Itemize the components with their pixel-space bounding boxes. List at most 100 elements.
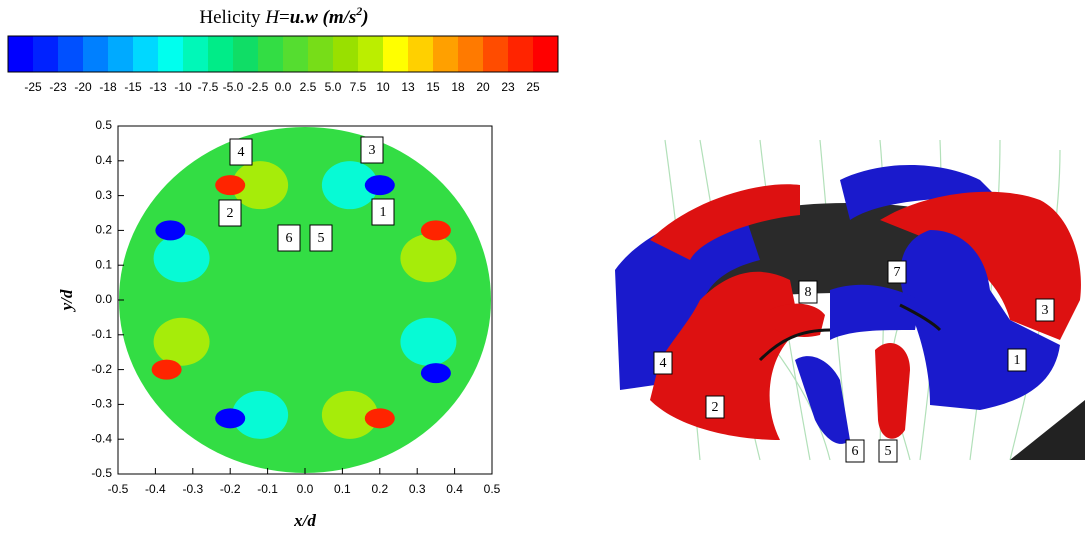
colorbar-segment — [158, 36, 183, 72]
rendering-label-box — [1035, 298, 1055, 322]
colorbar-tick-label: -5.0 — [223, 80, 244, 94]
colorbar-segment — [133, 36, 158, 72]
colorbar-segment — [8, 36, 33, 72]
vortex-5-red — [875, 342, 910, 439]
rendering-label: 1 — [1014, 353, 1021, 368]
colorbar-tick-label: 20 — [476, 80, 490, 94]
vortex-7-blue — [830, 284, 920, 340]
vortex — [364, 408, 395, 429]
y-tick-label: 0.1 — [95, 257, 112, 271]
x-tick-label: -0.1 — [257, 482, 278, 496]
colorbar-tick-label: 5.0 — [325, 80, 342, 94]
rendering-label: 3 — [1042, 303, 1049, 318]
colorbar-segment — [333, 36, 358, 72]
colorbar-tick-label: -2.5 — [248, 80, 269, 94]
annotation-box — [371, 198, 395, 226]
annotation-label: 2 — [227, 206, 234, 221]
colorbar-segment — [308, 36, 333, 72]
annotation-box — [277, 224, 301, 252]
field — [119, 127, 491, 473]
x-tick-label: 0.3 — [409, 482, 426, 496]
colorbar-tick-label: 0.0 — [275, 80, 292, 94]
colorbar-segment — [458, 36, 483, 72]
annotation-label: 3 — [369, 143, 376, 158]
x-tick-label: 0.2 — [371, 482, 388, 496]
colorbar-tick-label: -18 — [99, 80, 117, 94]
vortex-4-blue — [615, 200, 760, 390]
rendering-label: 8 — [805, 285, 812, 300]
y-tick-label: -0.5 — [91, 466, 112, 480]
vortex — [215, 175, 246, 196]
colorbar-title: Helicity H=u.w (m/s2) — [199, 4, 368, 29]
colorbar: -25 -23 -20 -18 -15 -13 -10 -7.5 -5.0 -2.5 0.0 2.5 5… — [7, 35, 559, 94]
y-tick-label: -0.1 — [91, 327, 112, 341]
rendering-label-box — [887, 260, 907, 284]
colorbar-segment — [283, 36, 308, 72]
colorbar-segment — [258, 36, 283, 72]
colorbar-tick-label: -20 — [74, 80, 92, 94]
y-tick-label: -0.2 — [91, 362, 112, 376]
vortex — [420, 363, 451, 384]
colorbar-tick-label: -23 — [49, 80, 67, 94]
y-tick-label: 0.0 — [95, 292, 112, 306]
annotation-label: 1 — [380, 205, 387, 220]
y-tick-label: -0.3 — [91, 397, 112, 411]
annotation-label: 5 — [318, 231, 325, 246]
vortex — [232, 161, 289, 210]
vortex — [153, 234, 210, 283]
colorbar-segment — [533, 36, 558, 72]
colorbar-tick-label: -10 — [174, 80, 192, 94]
colorbar-tick-label: 7.5 — [350, 80, 367, 94]
rendering-label-box — [845, 439, 865, 463]
x-tick-label: -0.2 — [220, 482, 241, 496]
colorbar-tick-label: -7.5 — [198, 80, 219, 94]
vortex — [364, 175, 395, 196]
colorbar-segment — [208, 36, 233, 72]
colorbar-tick-label: -25 — [24, 80, 42, 94]
colorbar-segment — [383, 36, 408, 72]
x-tick-label: -0.4 — [145, 482, 166, 496]
contour-plot: -0.5 -0.4 -0.3 -0.2 -0.1 0.0 0.1 0.2 0.3 0.4 0.5 -0… — [91, 118, 500, 496]
annotation-box — [360, 136, 384, 164]
title-unit: (m/s — [323, 7, 357, 28]
title-name: Helicity — [199, 7, 261, 28]
colorbar-tick-label: -13 — [149, 80, 167, 94]
annotation-box — [309, 224, 333, 252]
colorbar-segment — [233, 36, 258, 72]
vortex-8-red — [770, 303, 825, 337]
colorbar-tick-label: 23 — [501, 80, 515, 94]
title-symbol: H — [264, 7, 280, 28]
colorbar-segment — [83, 36, 108, 72]
colorbar-frame — [7, 35, 559, 73]
rendering-label-box — [653, 351, 673, 375]
y-tick-label: 0.5 — [95, 118, 112, 132]
title-close: ) — [360, 7, 368, 28]
vortex-3-blue — [840, 165, 1000, 220]
x-tick-label: 0.1 — [334, 482, 351, 496]
vortex — [153, 317, 210, 366]
vortex — [400, 234, 457, 283]
colorbar-tick-label: 2.5 — [300, 80, 317, 94]
colorbar-tick-label: 18 — [451, 80, 465, 94]
colorbar-segment — [58, 36, 83, 72]
colorbar-segment — [408, 36, 433, 72]
annotation-label: 4 — [238, 145, 245, 160]
vortex-4-red — [650, 184, 800, 260]
y-tick-label: -0.4 — [91, 431, 112, 445]
colorbar-segment — [433, 36, 458, 72]
vortices — [151, 161, 457, 439]
title-expression: u.w — [290, 7, 318, 28]
colorbar-tick-label: 10 — [376, 80, 390, 94]
colorbar-tick-label: -15 — [124, 80, 142, 94]
vortex-6-blue — [795, 356, 850, 444]
y-tick-label: 0.3 — [95, 188, 112, 202]
colorbar-segment — [358, 36, 383, 72]
rendering-label: 7 — [894, 265, 901, 280]
vortex — [151, 359, 182, 380]
colorbar-tick-label: 15 — [426, 80, 440, 94]
title-exponent: 2 — [355, 4, 362, 18]
vortex-rendering: 7 8 3 4 1 2 6 5 — [615, 139, 1085, 463]
y-axis-label: y/d — [57, 289, 76, 312]
colorbar-tick-label: 25 — [526, 80, 540, 94]
